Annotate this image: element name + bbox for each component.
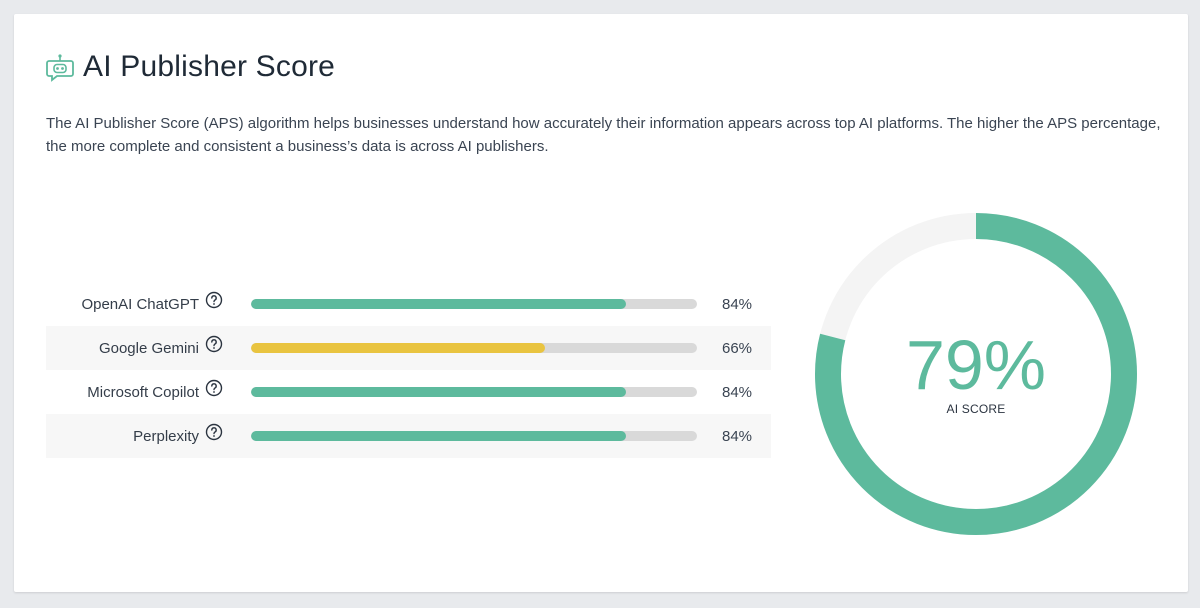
platform-score-list: OpenAI ChatGPT 84% Google Gemini 66% Microso…	[46, 282, 771, 458]
platform-percent: 84%	[722, 427, 753, 445]
help-icon[interactable]	[205, 379, 223, 397]
platform-percent: 84%	[722, 383, 753, 401]
score-bar-track	[251, 387, 697, 397]
help-icon[interactable]	[205, 335, 223, 353]
score-bar-fill	[251, 299, 626, 309]
score-bar-fill	[251, 387, 626, 397]
ai-score-label: AI SCORE	[946, 402, 1006, 416]
platform-name: Perplexity	[133, 427, 199, 445]
score-bar-fill	[251, 431, 626, 441]
platform-name: Google Gemini	[98, 339, 199, 357]
ai-score-gauge: 79% AI SCORE	[814, 212, 1138, 536]
score-bar-track	[251, 431, 697, 441]
ai-publisher-score-card: AI Publisher Score The AI Publisher Scor…	[14, 14, 1188, 592]
gauge-fill	[815, 213, 1137, 535]
description-text: The AI Publisher Score (APS) algorithm h…	[46, 115, 1161, 155]
platform-row: Perplexity 84%	[46, 414, 771, 458]
platform-percent: 66%	[722, 339, 753, 357]
platform-name: Microsoft Copilot	[87, 383, 199, 401]
score-bar-fill	[251, 343, 546, 353]
card-header: AI Publisher Score	[45, 50, 335, 84]
help-icon[interactable]	[205, 291, 223, 309]
gauge-ring	[815, 213, 1137, 535]
score-bar-track	[251, 299, 697, 309]
platform-row: Microsoft Copilot 84%	[46, 370, 771, 414]
ai-score-value: 79%	[905, 326, 1047, 404]
score-bar-track	[251, 343, 697, 353]
platform-row: Google Gemini 66%	[46, 326, 771, 370]
help-icon[interactable]	[205, 423, 223, 441]
robot-chat-icon	[45, 52, 75, 82]
platform-row: OpenAI ChatGPT 84%	[46, 282, 771, 326]
platform-percent: 84%	[722, 295, 753, 313]
platform-name: OpenAI ChatGPT	[81, 295, 199, 313]
page-title: AI Publisher Score	[83, 50, 336, 83]
